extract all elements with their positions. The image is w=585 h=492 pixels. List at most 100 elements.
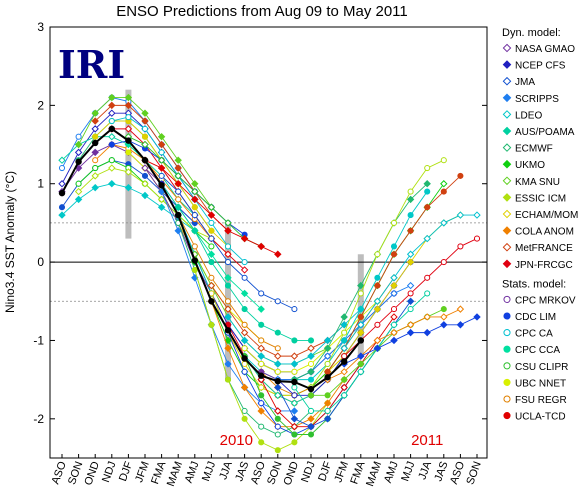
forecast-point-24-4 xyxy=(224,360,232,368)
forecast-point-18-0 xyxy=(125,149,132,156)
forecast-point-30-5 xyxy=(274,447,281,454)
legend-marker-0-3 xyxy=(502,93,512,103)
legend-entry-1-4: CSU CLIPR xyxy=(503,362,568,373)
forecast-point-24-8 xyxy=(290,407,299,415)
forecast-point-38-1 xyxy=(258,392,265,399)
legend-label-0-3: SCRIPPS xyxy=(515,94,559,105)
forecast-point-15-3 xyxy=(158,149,165,156)
observed-point-15 xyxy=(307,385,315,393)
forecast-point-7-1 xyxy=(92,165,99,172)
forecast-point-10-7 xyxy=(208,227,215,234)
observed-point-18 xyxy=(357,337,364,344)
forecast-point-32-7 xyxy=(323,399,332,407)
forecast-point-44-8 xyxy=(406,297,415,305)
forecast-point-56-3 xyxy=(390,336,398,345)
forecast-point-12-2 xyxy=(124,101,133,110)
forecast-point-36-0 xyxy=(224,313,232,321)
legend-marker-0-7 xyxy=(502,159,512,169)
forecast-point-41-5 xyxy=(340,383,348,392)
observed-point-12 xyxy=(258,372,265,379)
forecast-point-7-2 xyxy=(108,157,115,164)
forecast-point-53-1 xyxy=(340,368,348,376)
forecast-point-13-8 xyxy=(240,266,249,274)
legend-marker-1-1 xyxy=(503,312,511,320)
forecast-point-9-4 xyxy=(141,180,149,188)
forecast-point-51-4 xyxy=(374,251,381,258)
forecast-point-1-0 xyxy=(58,180,66,188)
forecast-point-8-7 xyxy=(191,180,199,188)
forecast-point-31-3 xyxy=(258,384,265,391)
observed-point-13 xyxy=(274,378,281,385)
forecast-point-52-5 xyxy=(406,258,415,266)
forecast-point-9-0 xyxy=(74,187,83,196)
observed-point-9 xyxy=(208,298,215,305)
forecast-point-11-5 xyxy=(175,196,182,203)
forecast-point-51-5 xyxy=(390,219,398,226)
legend: Dyn. model: NASA GMAO NCEP CFS JMA SCRIPPS LD… xyxy=(502,27,578,423)
forecast-point-56-7 xyxy=(456,321,465,329)
forecast-point-51-3 xyxy=(357,290,364,297)
forecast-point-54-7 xyxy=(440,188,447,195)
legend-entry-0-2: JMA xyxy=(502,76,535,88)
legend-marker-0-9 xyxy=(502,193,512,202)
legend-label-1-5: UBC NNET xyxy=(515,378,566,389)
forecast-point-30-6 xyxy=(291,439,298,446)
legend-marker-0-5 xyxy=(502,126,512,136)
forecast-point-12-3 xyxy=(141,117,149,125)
legend-group-title-1: Stats. model: xyxy=(502,278,566,290)
forecast-point-57-1 xyxy=(357,321,365,329)
forecast-point-30-0 xyxy=(191,266,198,273)
forecast-point-11-0 xyxy=(92,157,99,164)
forecast-point-57-6 xyxy=(440,219,448,227)
legend-entry-0-0: NASA GMAO xyxy=(502,43,575,55)
forecast-point-26-5 xyxy=(258,321,265,328)
forecast-point-50-1 xyxy=(324,392,331,399)
forecast-point-45-8 xyxy=(406,281,415,290)
legend-marker-0-10 xyxy=(502,209,512,219)
forecast-point-46-7 xyxy=(407,212,414,219)
forecast-point-12-1 xyxy=(108,101,116,110)
forecast-point-56-8 xyxy=(473,313,481,321)
y-tick-label-3: 3 xyxy=(37,20,44,34)
forecast-point-12-5 xyxy=(174,164,182,172)
legend-label-0-10: ECHAM/MOM xyxy=(515,210,578,221)
forecast-point-10-6 xyxy=(191,204,198,211)
forecast-point-8-6 xyxy=(174,156,182,164)
legend-label-0-2: JMA xyxy=(515,77,535,88)
legend-entry-0-11: COLA ANOM xyxy=(502,226,574,238)
observed-point-0 xyxy=(58,189,66,197)
forecast-point-4-3 xyxy=(108,180,116,188)
legend-entry-0-8: KMA SNU xyxy=(502,176,560,188)
forecast-point-57-8 xyxy=(473,211,481,219)
forecast-point-8-5 xyxy=(157,133,166,141)
legend-entry-0-13: JPN-FRCGC xyxy=(502,259,573,271)
forecast-point-31-2 xyxy=(241,360,248,368)
forecast-point-46-3 xyxy=(341,337,348,344)
forecast-point-33-6 xyxy=(307,344,315,352)
forecast-point-8-2 xyxy=(108,93,116,102)
forecast-point-57-5 xyxy=(423,234,431,243)
obs-band-2 xyxy=(357,254,364,357)
forecast-point-33-5 xyxy=(290,352,299,360)
observed-point-7 xyxy=(175,211,182,219)
forecast-point-10-0 xyxy=(92,133,99,140)
forecast-point-13-1 xyxy=(124,125,133,133)
forecast-point-48-1 xyxy=(307,368,315,376)
forecast-point-41-8 xyxy=(390,313,398,321)
forecast-point-36-5 xyxy=(307,352,315,360)
iri-logo: IRI xyxy=(58,42,125,87)
legend-marker-0-6 xyxy=(502,143,512,152)
legend-entry-0-10: ECHAM/MOM xyxy=(502,209,578,221)
legend-group-title-0: Dyn. model: xyxy=(502,27,561,39)
forecast-point-44-3 xyxy=(323,415,332,423)
forecast-point-53-8 xyxy=(456,305,465,313)
legend-marker-0-0 xyxy=(502,43,512,53)
forecast-point-15-1 xyxy=(125,114,132,121)
forecast-point-4-0 xyxy=(58,211,66,219)
legend-marker-1-3 xyxy=(503,345,511,353)
legend-marker-1-6 xyxy=(503,395,511,403)
forecast-point-56-1 xyxy=(357,352,365,360)
legend-entry-0-5: AUS/POAMA xyxy=(502,126,575,138)
year-labels: 2010 2011 xyxy=(220,432,444,449)
